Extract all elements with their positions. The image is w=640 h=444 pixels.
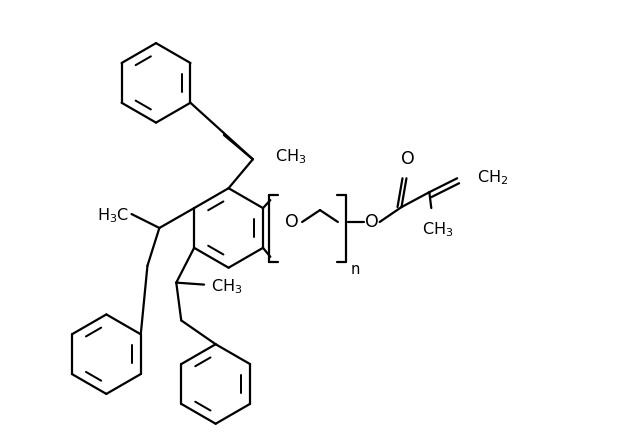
Text: n: n xyxy=(351,262,360,277)
Text: $\mathrm{CH_2}$: $\mathrm{CH_2}$ xyxy=(477,168,508,186)
Text: $\mathrm{CH_3}$: $\mathrm{CH_3}$ xyxy=(422,220,453,239)
Text: O: O xyxy=(401,151,414,168)
Text: $\mathrm{H_3C}$: $\mathrm{H_3C}$ xyxy=(97,207,129,226)
Text: $\mathrm{CH_3}$: $\mathrm{CH_3}$ xyxy=(275,147,306,166)
Text: O: O xyxy=(365,213,378,231)
Text: O: O xyxy=(285,213,299,231)
Text: $\mathrm{CH_3}$: $\mathrm{CH_3}$ xyxy=(211,277,243,296)
